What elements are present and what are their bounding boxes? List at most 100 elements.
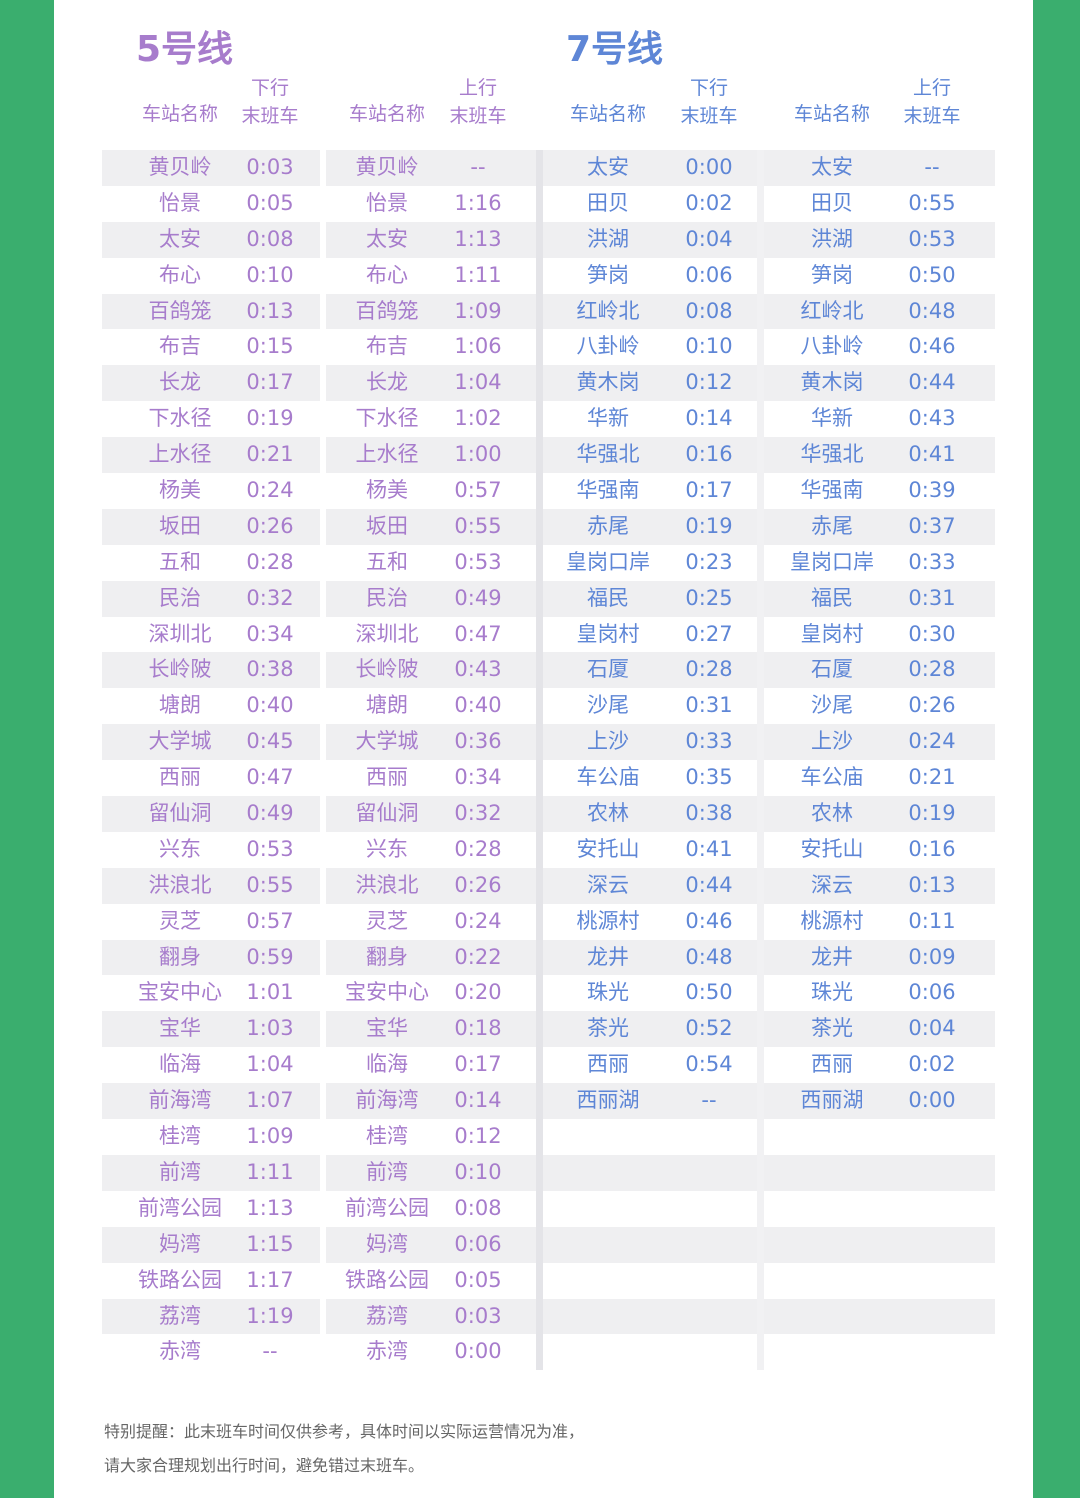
up-last-train: 0:06 (908, 980, 956, 1005)
row-background (764, 150, 995, 186)
station-name: 珠光 (811, 980, 853, 1005)
down-last-train: 0:57 (246, 908, 294, 933)
down-last-train: -- (701, 1088, 717, 1113)
down-last-train: 1:17 (246, 1267, 294, 1292)
table-row: 西丽 0:47 西丽 0:34 车公庙 0:35 车公庙 0:21 (102, 760, 995, 796)
station-name: 长岭陂 (148, 657, 212, 682)
station-name: 兴东 (366, 836, 408, 861)
down-last-train: 0:10 (246, 262, 294, 287)
row-background (326, 652, 536, 689)
station-name: 妈湾 (159, 1231, 201, 1256)
row-background (326, 293, 536, 330)
station-name: 宝华 (366, 1016, 408, 1041)
down-last-train: 0:38 (246, 657, 294, 682)
station-name: 西丽湖 (800, 1088, 864, 1113)
row-background (543, 724, 757, 761)
down-last-train: -- (262, 1339, 278, 1364)
station-name: 灵芝 (366, 908, 408, 933)
up-last-train: 1:02 (454, 406, 502, 431)
down-last-train: 0:02 (685, 190, 733, 215)
down-last-train: 0:44 (685, 872, 733, 897)
down-last-train: 0:35 (685, 765, 733, 790)
row-background (326, 508, 536, 545)
down-last-train: 0:59 (246, 944, 294, 969)
row-background (543, 1226, 757, 1263)
up-last-train: 0:28 (454, 836, 502, 861)
row-background (326, 796, 536, 832)
down-last-train: 0:19 (246, 406, 294, 431)
table-row: 前海湾 1:07 前海湾 0:14 西丽湖 -- 西丽湖 0:00 (102, 1083, 995, 1120)
station-name: 临海 (366, 1052, 408, 1077)
row-background (102, 1298, 320, 1335)
row-background (543, 1191, 757, 1227)
station-name: 五和 (159, 549, 201, 574)
row-background (543, 293, 757, 330)
down-last-train: 0:28 (246, 549, 294, 574)
station-name: 杨美 (159, 478, 201, 503)
station-name: 上沙 (811, 729, 853, 754)
station-name: 赤尾 (587, 513, 629, 538)
station-name: 荔湾 (159, 1303, 201, 1328)
table-row: 妈湾 1:15 妈湾 0:06 (102, 1226, 995, 1263)
up-last-train: 0:05 (454, 1267, 502, 1292)
row-background (102, 437, 320, 474)
row-background (102, 652, 320, 689)
row-background (326, 150, 536, 186)
header-up: 上行 末班车 (903, 77, 961, 127)
station-name: 黄木岗 (576, 370, 640, 395)
station-name: 桂湾 (159, 1124, 201, 1149)
down-last-train: 0:16 (685, 442, 733, 467)
down-last-train: 0:10 (685, 334, 733, 359)
up-last-train: 1:00 (454, 442, 502, 467)
up-last-train: -- (924, 155, 940, 179)
row-background (543, 939, 757, 976)
down-last-train: 0:04 (685, 226, 733, 251)
up-last-train: 0:40 (454, 693, 502, 718)
table-row: 五和 0:28 五和 0:53 皇岗口岸 0:23 皇岗口岸 0:33 (102, 545, 995, 581)
table-row: 翻身 0:59 翻身 0:22 龙井 0:48 龙井 0:09 (102, 939, 995, 976)
up-last-train: 0:26 (908, 693, 956, 718)
row-background (764, 867, 995, 904)
station-name: 灵芝 (159, 908, 201, 933)
station-name: 前海湾 (355, 1088, 419, 1113)
down-last-train: 0:52 (685, 1016, 733, 1041)
down-last-train: 0:28 (685, 657, 733, 682)
down-last-train: 0:12 (685, 370, 733, 395)
row-background (764, 1226, 995, 1263)
row-background (102, 150, 320, 186)
table-row: 荔湾 1:19 荔湾 0:03 (102, 1298, 995, 1335)
up-last-train: 0:13 (908, 872, 956, 897)
table-row: 兴东 0:53 兴东 0:28 安托山 0:41 安托山 0:16 (102, 832, 995, 868)
station-name: 大学城 (148, 729, 212, 754)
down-last-train: 1:11 (246, 1159, 294, 1184)
down-last-train: 0:55 (246, 872, 294, 897)
down-last-train: 0:40 (246, 693, 294, 718)
station-name: 赤尾 (811, 513, 853, 538)
row-background (764, 652, 995, 689)
up-last-train: 0:48 (908, 298, 956, 323)
station-name: 铁路公园 (345, 1267, 429, 1292)
down-last-train: 1:01 (246, 980, 294, 1005)
station-name: 民治 (159, 585, 201, 610)
up-last-train: 0:37 (908, 513, 956, 538)
row-background (102, 1154, 320, 1191)
station-name: 黄贝岭 (148, 155, 212, 179)
up-last-train: 0:36 (454, 729, 502, 754)
up-last-train: 0:14 (454, 1088, 502, 1113)
row-background (326, 724, 536, 761)
station-name: 八卦岭 (576, 334, 640, 359)
station-name: 沙尾 (811, 693, 853, 718)
station-name: 赤湾 (366, 1339, 408, 1364)
station-name: 石厦 (811, 657, 853, 682)
up-last-train: 0:39 (908, 478, 956, 503)
station-name: 车公庙 (576, 765, 640, 790)
row-background (543, 437, 757, 474)
down-last-train: 1:04 (246, 1052, 294, 1077)
row-background (102, 1226, 320, 1263)
up-last-train: 0:09 (908, 944, 956, 969)
row-background (764, 1011, 995, 1048)
station-name: 长岭陂 (355, 657, 419, 682)
station-name: 铁路公园 (138, 1267, 222, 1292)
down-last-train: 0:32 (246, 585, 294, 610)
up-last-train: 0:02 (908, 1052, 956, 1077)
